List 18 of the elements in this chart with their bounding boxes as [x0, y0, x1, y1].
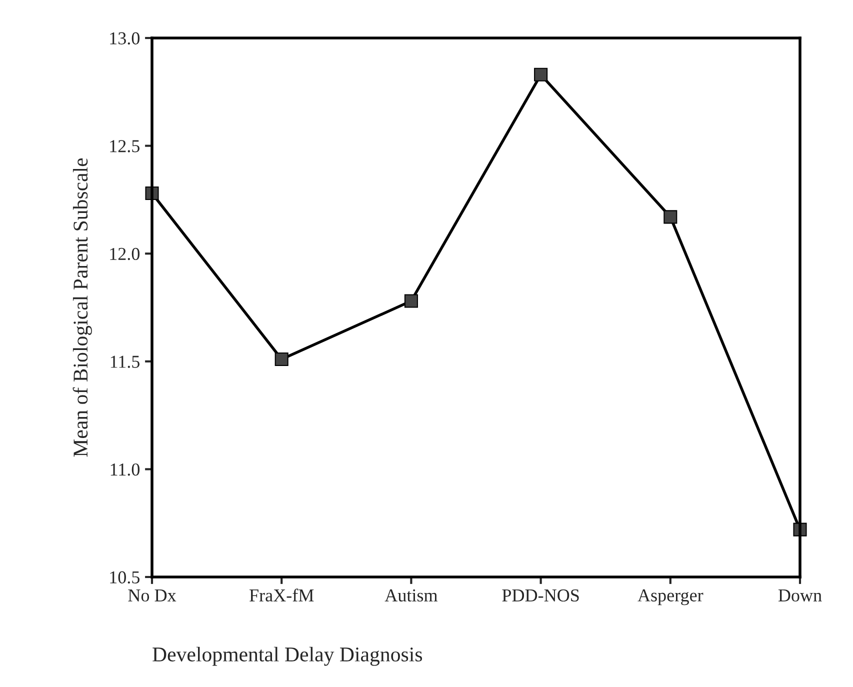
point: [664, 210, 678, 224]
y-axis-title: Mean of Biological Parent Subscale: [72, 158, 92, 457]
y-tick-label: 13.0: [110, 32, 140, 45]
y-tick-label: 12.0: [110, 248, 140, 260]
x-tick-label: PDD-NOS: [502, 589, 579, 602]
y-tick-label: 12.5: [110, 140, 140, 152]
point: [404, 294, 418, 308]
x-tick-label: Asperger: [638, 589, 704, 606]
y-tick-label: 10.5: [110, 571, 140, 584]
x-tick-label: Autism: [384, 589, 438, 602]
y-tick-label: 11.0: [110, 463, 140, 476]
x-tick-label: FraX-fM: [250, 588, 314, 602]
x-axis-title: Developmental Delay Diagnosis: [152, 646, 422, 666]
x-tick-label: No Dx: [128, 590, 176, 602]
point: [534, 68, 548, 82]
y-tick-label: 11.5: [110, 356, 140, 368]
x-tick-label: Down: [778, 590, 822, 602]
point: [274, 352, 288, 366]
